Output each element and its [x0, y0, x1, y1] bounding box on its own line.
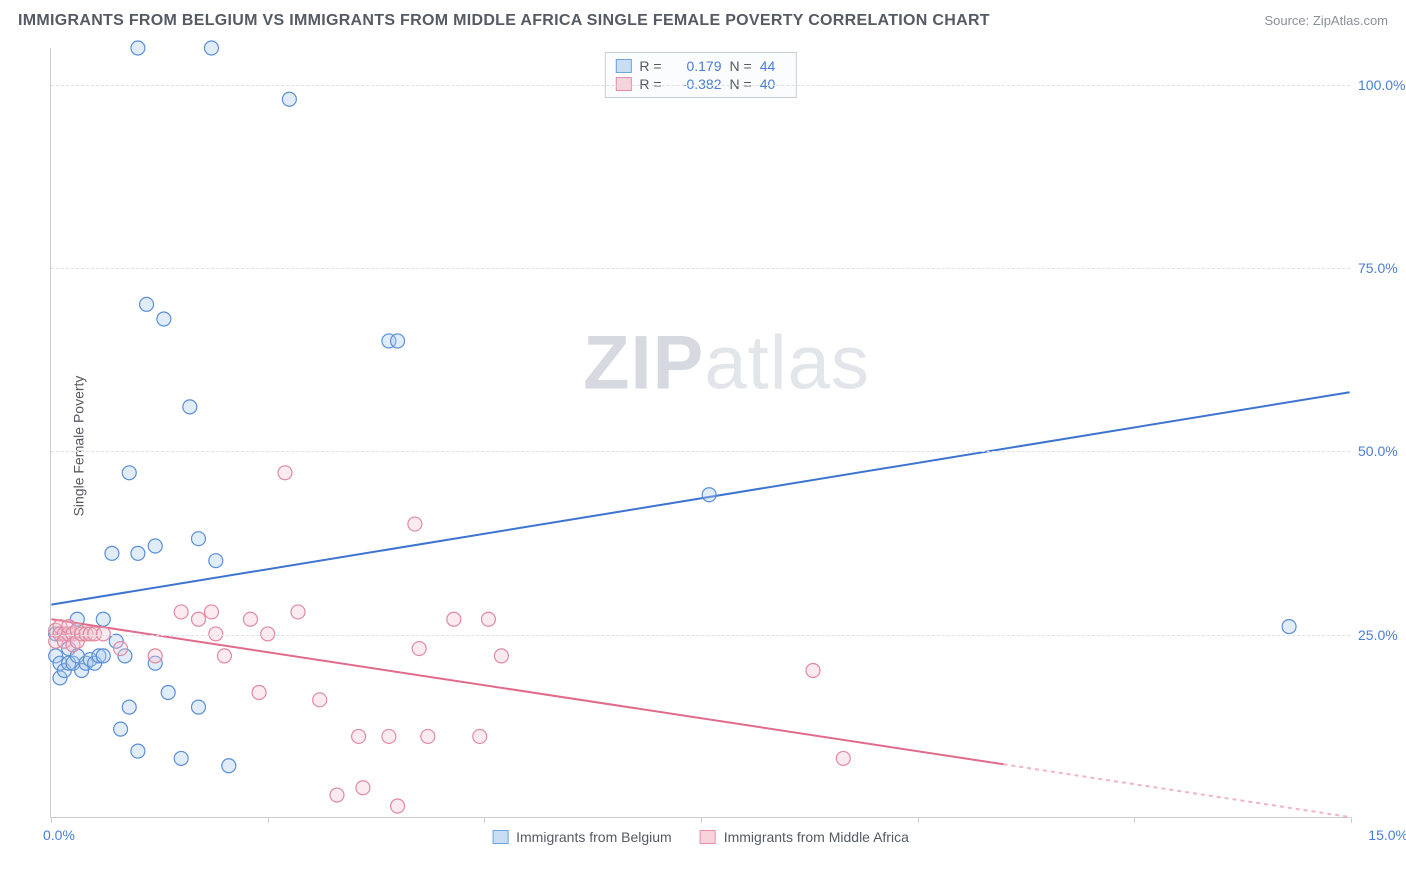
- data-point: [114, 722, 128, 736]
- data-point: [96, 649, 110, 663]
- data-point: [183, 400, 197, 414]
- data-point: [140, 297, 154, 311]
- source-attribution: Source: ZipAtlas.com: [1264, 13, 1388, 28]
- data-point: [157, 312, 171, 326]
- scatter-svg: [51, 48, 1350, 817]
- data-point: [105, 546, 119, 560]
- data-point: [131, 546, 145, 560]
- data-point: [148, 539, 162, 553]
- data-point: [313, 693, 327, 707]
- data-point: [352, 729, 366, 743]
- data-point: [131, 41, 145, 55]
- data-point: [204, 605, 218, 619]
- data-point: [148, 649, 162, 663]
- data-point: [447, 612, 461, 626]
- x-tick: [484, 817, 485, 823]
- x-tick: [51, 817, 52, 823]
- data-point: [174, 751, 188, 765]
- gridline: [51, 85, 1350, 86]
- data-point: [473, 729, 487, 743]
- data-point: [291, 605, 305, 619]
- data-point: [356, 781, 370, 795]
- data-point: [481, 612, 495, 626]
- data-point: [96, 612, 110, 626]
- data-point: [174, 605, 188, 619]
- x-tick: [1134, 817, 1135, 823]
- gridline: [51, 451, 1350, 452]
- data-point: [330, 788, 344, 802]
- data-point: [702, 488, 716, 502]
- data-point: [204, 41, 218, 55]
- y-tick-label: 25.0%: [1358, 627, 1406, 643]
- data-point: [209, 554, 223, 568]
- chart-title: IMMIGRANTS FROM BELGIUM VS IMMIGRANTS FR…: [18, 12, 990, 30]
- data-point: [836, 751, 850, 765]
- x-tick: [918, 817, 919, 823]
- data-point: [191, 700, 205, 714]
- swatch-blue-icon: [615, 59, 631, 73]
- legend-item-belgium: Immigrants from Belgium: [492, 829, 672, 845]
- x-axis-min-label: 0.0%: [43, 827, 75, 843]
- data-point: [191, 532, 205, 546]
- r-value-belgium: 0.179: [670, 58, 722, 74]
- y-tick-label: 100.0%: [1358, 77, 1406, 93]
- data-point: [222, 759, 236, 773]
- data-point: [806, 664, 820, 678]
- data-point: [122, 466, 136, 480]
- y-tick-label: 50.0%: [1358, 443, 1406, 459]
- data-point: [494, 649, 508, 663]
- x-axis-max-label: 15.0%: [1368, 827, 1406, 843]
- data-point: [217, 649, 231, 663]
- swatch-pink-icon: [700, 830, 716, 844]
- data-point: [191, 612, 205, 626]
- x-tick: [1351, 817, 1352, 823]
- legend-item-middle-africa: Immigrants from Middle Africa: [700, 829, 909, 845]
- data-point: [408, 517, 422, 531]
- data-point: [391, 799, 405, 813]
- data-point: [122, 700, 136, 714]
- data-point: [1282, 620, 1296, 634]
- y-tick-label: 75.0%: [1358, 260, 1406, 276]
- data-point: [161, 686, 175, 700]
- data-point: [412, 642, 426, 656]
- chart-plot-area: ZIPatlas R = 0.179 N = 44 R = -0.382 N =…: [50, 48, 1350, 818]
- n-value-belgium: 44: [760, 58, 786, 74]
- data-point: [243, 612, 257, 626]
- swatch-blue-icon: [492, 830, 508, 844]
- data-point: [382, 729, 396, 743]
- correlation-legend: R = 0.179 N = 44 R = -0.382 N = 40: [604, 52, 796, 98]
- legend-row-belgium: R = 0.179 N = 44: [615, 57, 785, 75]
- data-point: [282, 92, 296, 106]
- series-legend: Immigrants from Belgium Immigrants from …: [492, 829, 909, 845]
- x-tick: [701, 817, 702, 823]
- data-point: [131, 744, 145, 758]
- data-point: [391, 334, 405, 348]
- gridline: [51, 268, 1350, 269]
- data-point: [278, 466, 292, 480]
- data-point: [252, 686, 266, 700]
- data-point: [114, 642, 128, 656]
- regression-line: [51, 392, 1349, 604]
- data-point: [421, 729, 435, 743]
- gridline: [51, 635, 1350, 636]
- x-tick: [268, 817, 269, 823]
